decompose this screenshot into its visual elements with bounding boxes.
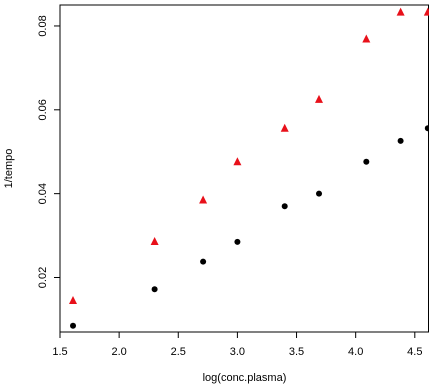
data-points (69, 7, 429, 329)
data-point-triangle (199, 195, 208, 204)
data-point-triangle (233, 157, 242, 166)
x-axis-title: log(conc.plasma) (203, 372, 287, 384)
data-point-circle (234, 238, 241, 245)
x-tick-label: 4.0 (348, 346, 363, 358)
data-point-triangle (150, 236, 159, 245)
data-point-circle (151, 286, 158, 293)
data-point-triangle (362, 34, 371, 43)
data-point-circle (200, 258, 207, 265)
y-axis-title: 1/tempo (3, 149, 15, 189)
data-point-circle (70, 322, 77, 329)
y-tick-label: 0.04 (37, 183, 49, 204)
x-tick-label: 4.5 (407, 346, 422, 358)
data-point-circle (281, 203, 288, 210)
data-point-triangle (280, 123, 289, 132)
x-tick-label: 2.5 (171, 346, 186, 358)
data-point-triangle (396, 7, 405, 16)
x-tick-label: 3.0 (230, 346, 245, 358)
y-tick-label: 0.06 (37, 99, 49, 120)
data-point-circle (397, 137, 404, 144)
x-tick-label: 3.5 (289, 346, 304, 358)
data-point-triangle (69, 296, 78, 305)
plot-frame (59, 4, 429, 333)
data-point-circle (363, 158, 370, 165)
data-point-circle (424, 125, 429, 132)
axes: 1.5 2.0 2.5 3.0 3.5 4.0 4.5 0.02 0.04 0.06 0.08 (37, 4, 429, 358)
x-tick-label: 2.0 (111, 346, 126, 358)
data-point-circle (316, 190, 323, 197)
y-tick-label: 0.02 (37, 267, 49, 288)
data-point-triangle (423, 7, 429, 16)
data-point-triangle (315, 94, 324, 103)
x-tick-label: 1.5 (52, 346, 67, 358)
y-tick-label: 0.08 (37, 15, 49, 36)
